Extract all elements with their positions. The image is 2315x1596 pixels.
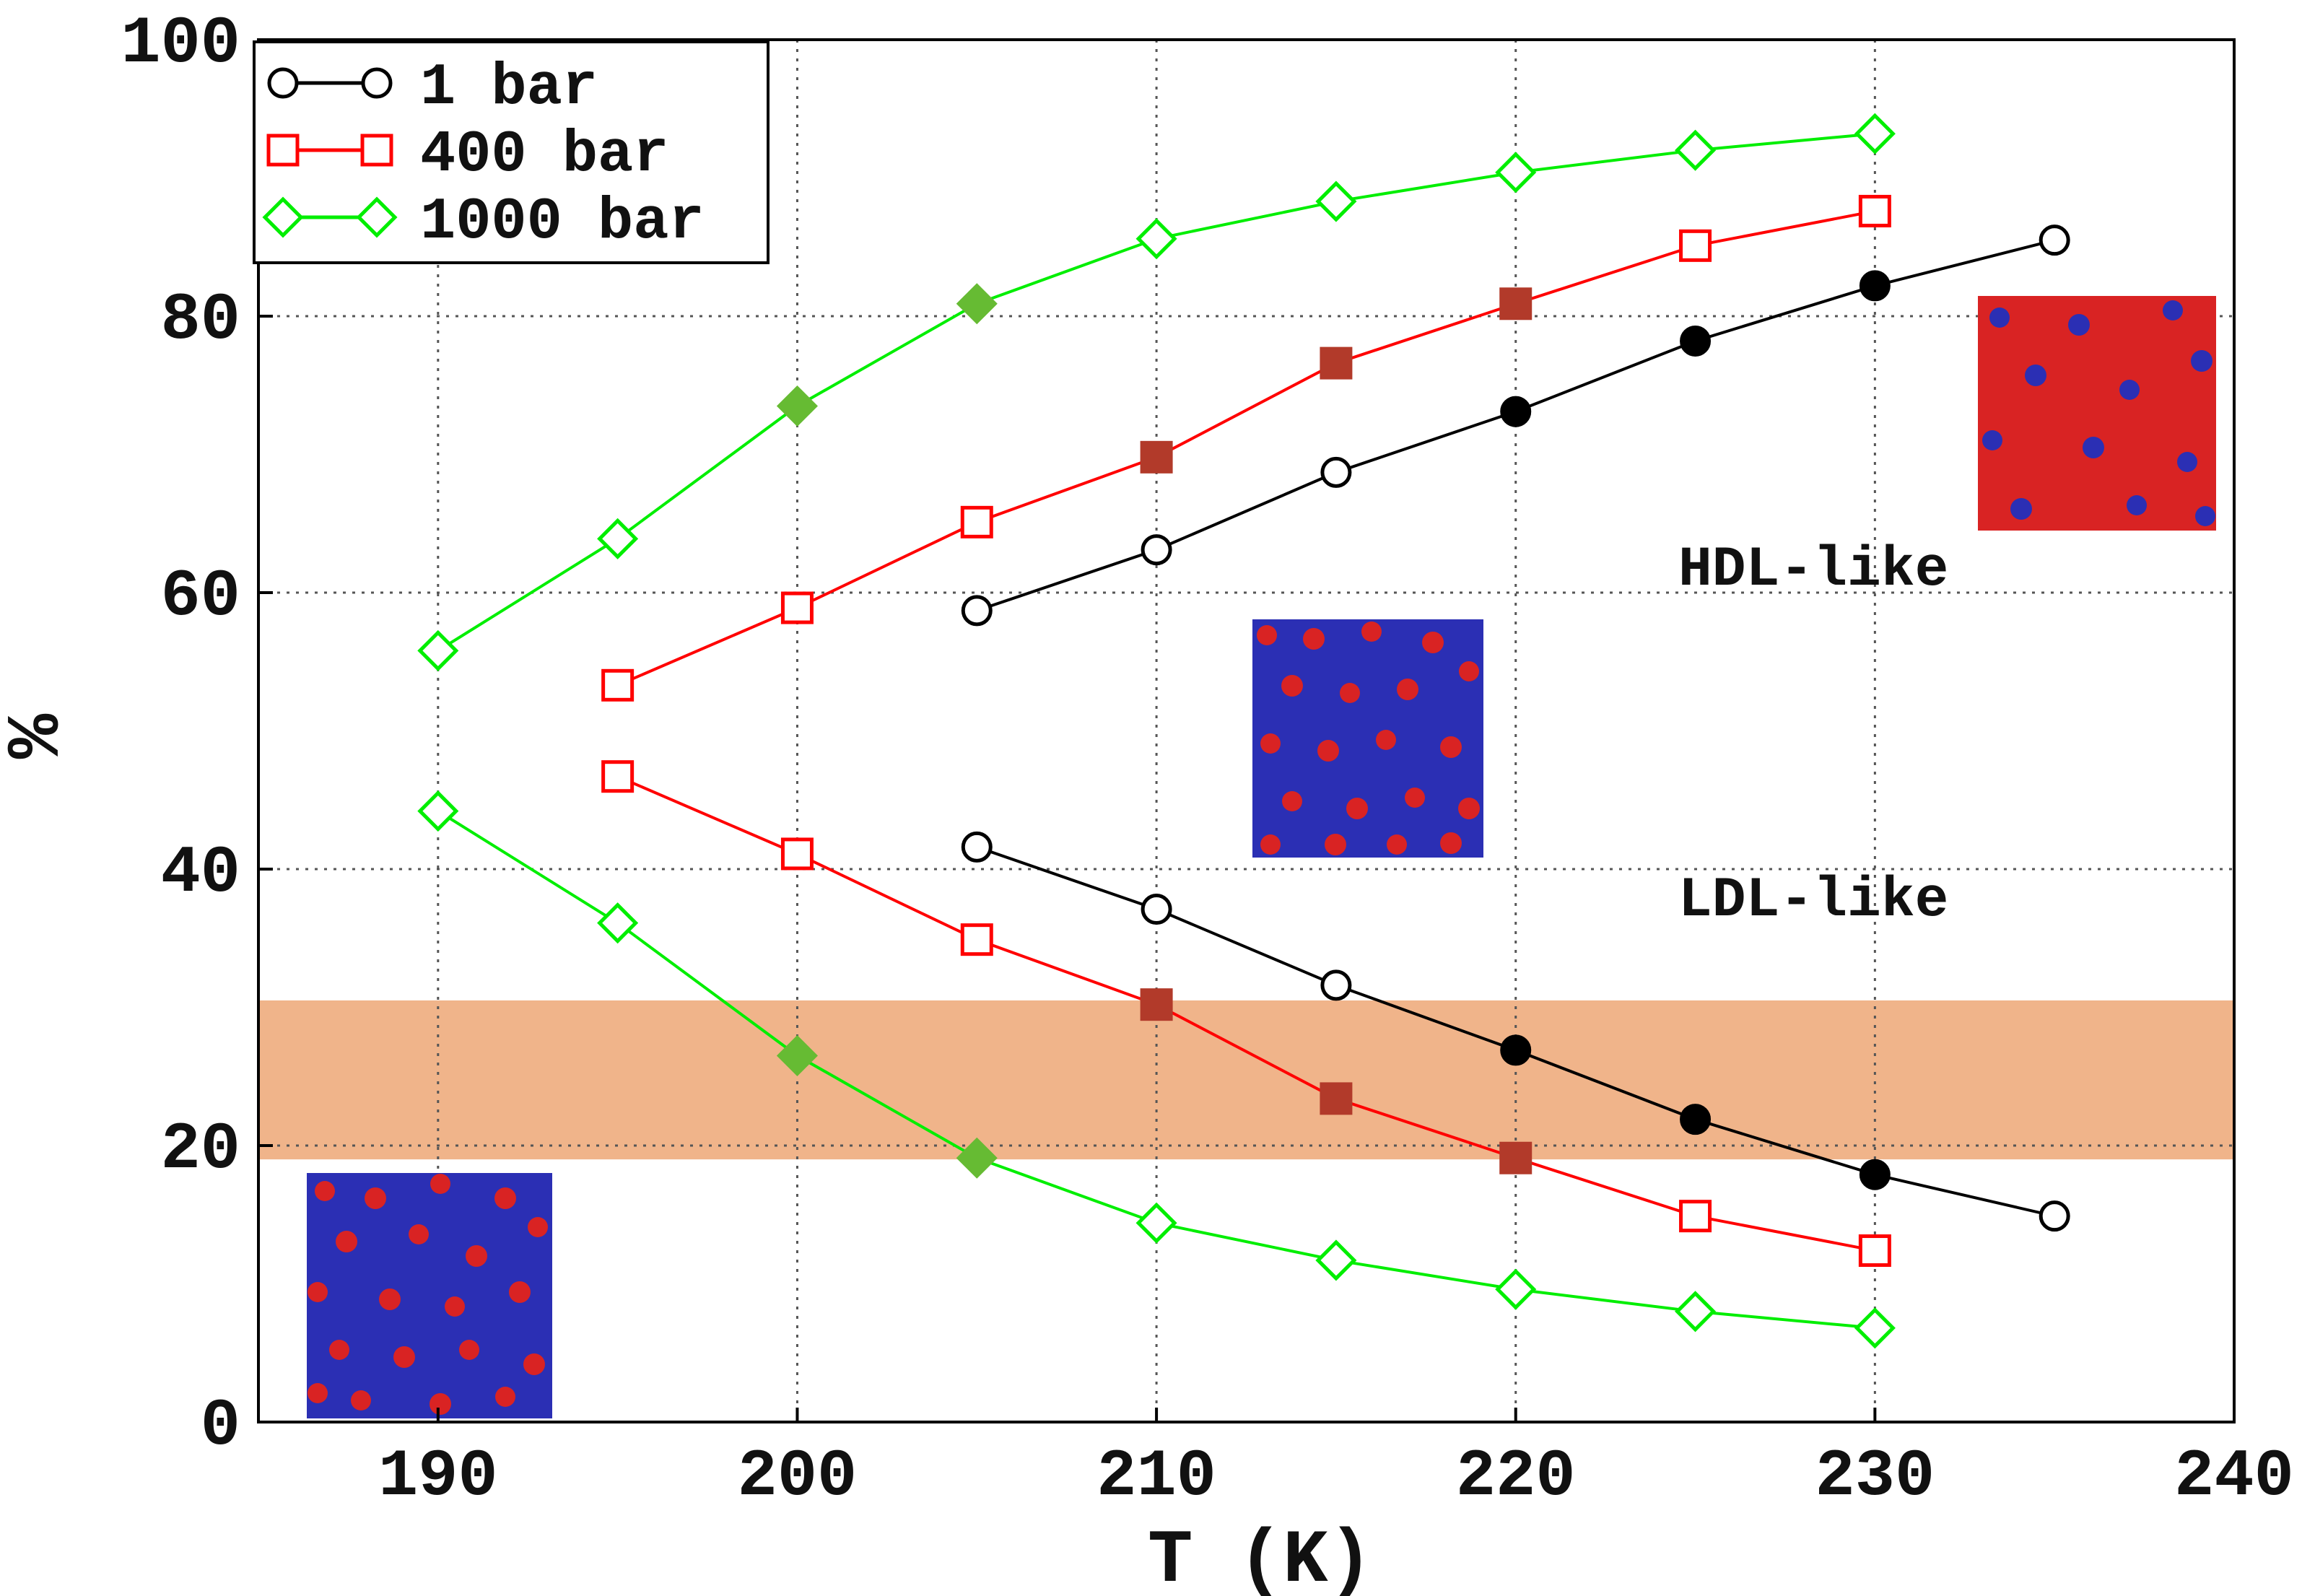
series-line-400-bar-ldl-like [616, 775, 1875, 1252]
data-point-1000-bar-hdl-like [1495, 152, 1537, 193]
grid-lines [258, 40, 2234, 1422]
data-point-400-bar-ldl-like [601, 760, 635, 793]
data-point-1000-bar-ldl-like [597, 902, 639, 944]
x-tick-label: 220 [1456, 1439, 1576, 1514]
data-point-1000-bar-hdl-like [776, 385, 818, 427]
highlight-band [258, 1000, 2234, 1160]
data-point-1-bar-ldl-like [2039, 1200, 2070, 1232]
y-axis-title: % [0, 713, 81, 759]
data-point-400-bar-ldl-like [1499, 1141, 1533, 1174]
x-tick-label: 190 [378, 1439, 498, 1514]
data-point-400-bar-ldl-like [1320, 1082, 1353, 1115]
data-point-1000-bar-hdl-like [417, 629, 459, 671]
x-tick-label: 210 [1097, 1439, 1216, 1514]
legend-marker-1-bar [361, 67, 393, 99]
data-point-1000-bar-hdl-like [1854, 113, 1896, 154]
x-axis-title: T (K) [1148, 1519, 1373, 1596]
data-point-400-bar-ldl-like [1140, 988, 1173, 1021]
data-point-1-bar-hdl-like [961, 595, 993, 627]
data-point-400-bar-hdl-like [960, 505, 993, 538]
y-tick-label: 20 [161, 1112, 240, 1187]
y-tick-label: 100 [121, 6, 240, 82]
data-point-1000-bar-ldl-like [1495, 1268, 1537, 1310]
data-point-400-bar-hdl-like [780, 591, 814, 624]
x-tick-label: 240 [2174, 1439, 2294, 1514]
snapshot-ldl-image [307, 1173, 552, 1418]
data-point-1000-bar-hdl-like [597, 518, 639, 559]
y-tick-label: 40 [161, 835, 240, 911]
data-point-1000-bar-hdl-like [956, 283, 998, 325]
y-axis-ticks: 0 20 40 60 80 100 [121, 6, 273, 1464]
data-point-400-bar-hdl-like [1320, 346, 1353, 380]
data-point-1-bar-ldl-like [1320, 969, 1352, 1001]
data-point-400-bar-ldl-like [960, 923, 993, 956]
annotation-ldl-like: LDL-like [1678, 869, 1948, 933]
legend-label-1-bar: 1 bar [420, 54, 598, 121]
data-point-1000-bar-ldl-like [1135, 1202, 1177, 1244]
data-point-1000-bar-ldl-like [956, 1137, 998, 1179]
data-point-1000-bar-ldl-like [1675, 1291, 1717, 1333]
data-point-1000-bar-ldl-like [417, 790, 459, 832]
data-point-1-bar-hdl-like [1500, 396, 1532, 427]
data-point-400-bar-hdl-like [601, 668, 635, 702]
legend-label-1000-bar: 1000 bar [420, 188, 705, 256]
series-line-400-bar-hdl-like [616, 209, 1875, 687]
data-point-1-bar-ldl-like [1859, 1159, 1891, 1190]
snapshot-mid-image [1252, 619, 1483, 858]
legend-box [253, 40, 770, 264]
data-point-400-bar-hdl-like [1858, 194, 1891, 227]
data-point-400-bar-ldl-like [780, 837, 814, 871]
data-point-1000-bar-hdl-like [1315, 180, 1357, 222]
data-point-1-bar-hdl-like [2039, 224, 2070, 256]
x-tick-label: 230 [1815, 1439, 1935, 1514]
data-point-1-bar-ldl-like [1141, 894, 1172, 925]
legend-marker-400-bar [266, 134, 300, 167]
data-point-1000-bar-ldl-like [1315, 1239, 1357, 1281]
data-point-400-bar-hdl-like [1499, 287, 1533, 320]
data-point-1000-bar-ldl-like [1854, 1307, 1896, 1349]
data-point-1000-bar-hdl-like [1135, 218, 1177, 260]
x-axis-ticks: 190 200 210 220 230 240 [378, 1408, 2294, 1514]
data-point-1-bar-ldl-like [1680, 1104, 1712, 1135]
legend-marker-1-bar [267, 67, 299, 99]
data-point-400-bar-hdl-like [1679, 229, 1712, 262]
legend-marker-1000-bar [262, 196, 304, 238]
annotation-hdl-like: HDL-like [1678, 538, 1948, 602]
legend-label-400-bar: 400 bar [420, 121, 668, 188]
data-point-1-bar-hdl-like [1680, 325, 1712, 357]
y-tick-label: 60 [161, 559, 240, 635]
data-point-1-bar-hdl-like [1141, 534, 1172, 566]
data-point-1-bar-hdl-like [1859, 270, 1891, 302]
data-point-400-bar-ldl-like [1679, 1200, 1712, 1233]
series-markers [417, 113, 2070, 1349]
plot-area-frame [257, 38, 2236, 1423]
data-point-1-bar-ldl-like [1500, 1034, 1532, 1066]
data-point-1-bar-ldl-like [961, 831, 993, 863]
legend-marker-400-bar [360, 134, 393, 167]
snapshot-hdl-image [1978, 296, 2216, 531]
y-tick-label: 0 [201, 1388, 240, 1464]
data-point-400-bar-ldl-like [1858, 1234, 1891, 1268]
data-point-1-bar-hdl-like [1320, 456, 1352, 488]
legend-marker-1000-bar [356, 196, 398, 238]
data-point-1000-bar-ldl-like [776, 1034, 818, 1077]
y-tick-label: 80 [161, 282, 240, 358]
x-tick-label: 200 [738, 1439, 858, 1514]
data-point-400-bar-hdl-like [1140, 440, 1173, 474]
data-point-1000-bar-hdl-like [1675, 129, 1717, 171]
